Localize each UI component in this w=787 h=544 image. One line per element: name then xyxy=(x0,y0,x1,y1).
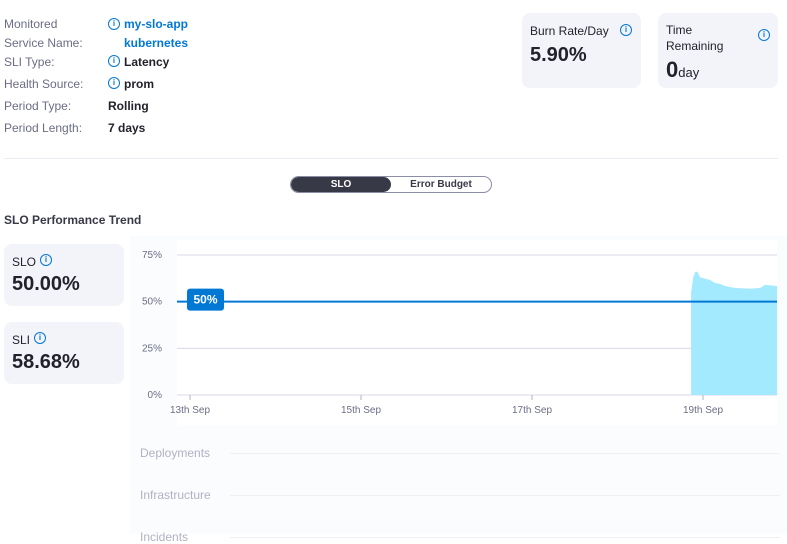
threshold-label: 50% xyxy=(193,293,217,307)
time-remaining-card: Time Remaining i 0day xyxy=(658,13,778,88)
info-icon[interactable]: i xyxy=(108,18,120,30)
burn-rate-card: Burn Rate/Day i 5.90% xyxy=(522,13,641,88)
toggle-error-budget[interactable]: Error Budget xyxy=(410,179,472,190)
trend-title: SLO Performance Trend xyxy=(4,213,142,227)
time-remaining-title: Time Remaining xyxy=(666,23,724,53)
plot-area xyxy=(177,240,777,425)
burn-rate-title: Burn Rate/Day xyxy=(530,24,609,38)
toggle-slo[interactable]: SLO xyxy=(291,177,391,192)
x-tick-label: 13th Sep xyxy=(170,405,210,416)
y-tick-label: 25% xyxy=(142,343,162,354)
x-tick-label: 17th Sep xyxy=(512,405,552,416)
sli-value: 58.68% xyxy=(12,351,80,373)
monitored-service-link[interactable]: my-slo-app kubernetes xyxy=(124,17,189,50)
slo-error-budget-toggle: SLO Error Budget xyxy=(290,176,492,193)
sli-type-value: Latency xyxy=(124,55,170,69)
slo-value: 50.00% xyxy=(12,273,80,295)
track-line xyxy=(230,453,780,454)
info-icon[interactable]: i xyxy=(758,29,770,41)
track-label-deployments: Deployments xyxy=(140,446,211,460)
period-type-value: Rolling xyxy=(108,99,149,113)
health-source-label: Health Source: xyxy=(4,77,84,91)
sli-card: SLI i 58.68% xyxy=(4,322,124,384)
burn-rate-value: 5.90% xyxy=(530,44,587,66)
health-source-value: prom xyxy=(124,77,154,91)
track-label-incidents: Incidents xyxy=(140,530,189,544)
slo-label: SLO xyxy=(12,255,37,269)
divider xyxy=(4,158,778,159)
period-length-label: Period Length: xyxy=(4,121,83,135)
x-tick-label: 19th Sep xyxy=(683,405,723,416)
period-length-value: 7 days xyxy=(108,121,146,135)
track-line xyxy=(230,537,780,538)
info-icon[interactable]: i xyxy=(108,55,120,67)
sli-type-label: SLI Type: xyxy=(4,55,55,69)
info-icon[interactable]: i xyxy=(34,332,46,344)
track-line xyxy=(230,495,780,496)
info-icon[interactable]: i xyxy=(40,254,52,266)
info-icon[interactable]: i xyxy=(620,24,632,36)
sli-area-series xyxy=(691,271,777,395)
y-tick-label: 75% xyxy=(142,250,162,261)
time-remaining-value: 0day xyxy=(666,57,700,82)
info-icon[interactable]: i xyxy=(108,77,120,89)
slo-card: SLO i 50.00% xyxy=(4,244,124,306)
track-label-infrastructure: Infrastructure xyxy=(140,488,211,502)
x-tick-label: 15th Sep xyxy=(341,405,381,416)
y-tick-label: 50% xyxy=(142,297,162,308)
period-type-label: Period Type: xyxy=(4,99,72,113)
monitored-service-label: Monitored Service Name: xyxy=(4,17,83,50)
sli-label: SLI xyxy=(12,333,31,347)
threshold-badge xyxy=(187,288,224,311)
y-tick-label: 0% xyxy=(148,390,163,401)
